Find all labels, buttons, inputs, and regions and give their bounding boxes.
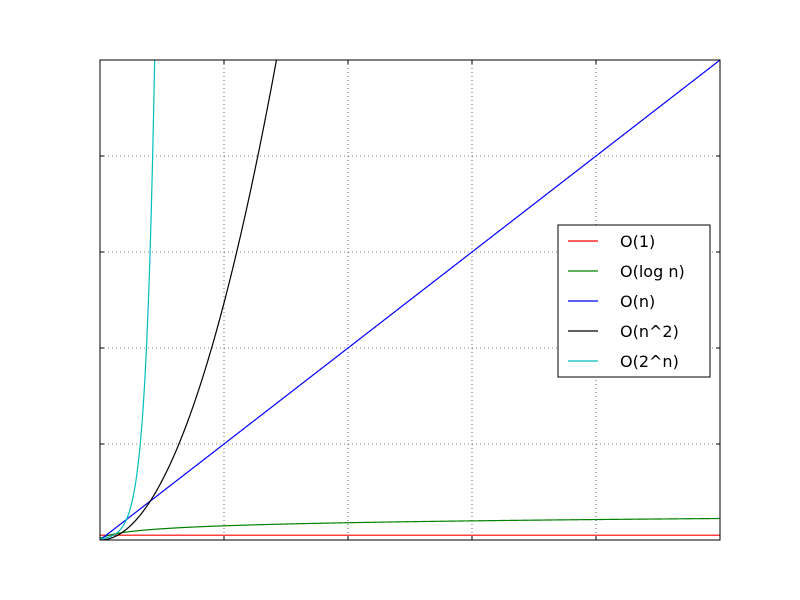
legend-label: O(2^n) xyxy=(620,352,679,371)
legend-label: O(n) xyxy=(620,292,655,311)
legend: O(1) O(log n) O(n) O(n^2) O(2^n) xyxy=(557,224,711,378)
plot-frame xyxy=(99,59,721,541)
axis-ticks xyxy=(100,60,720,540)
series-lines xyxy=(100,60,720,540)
legend-label: O(n^2) xyxy=(620,322,679,341)
series-line-1 xyxy=(100,517,720,540)
series-line-2 xyxy=(100,60,720,540)
legend-label: O(1) xyxy=(620,232,655,251)
series-line-4 xyxy=(100,60,156,540)
legend-label: O(log n) xyxy=(620,262,685,281)
series-line-3 xyxy=(100,60,278,540)
